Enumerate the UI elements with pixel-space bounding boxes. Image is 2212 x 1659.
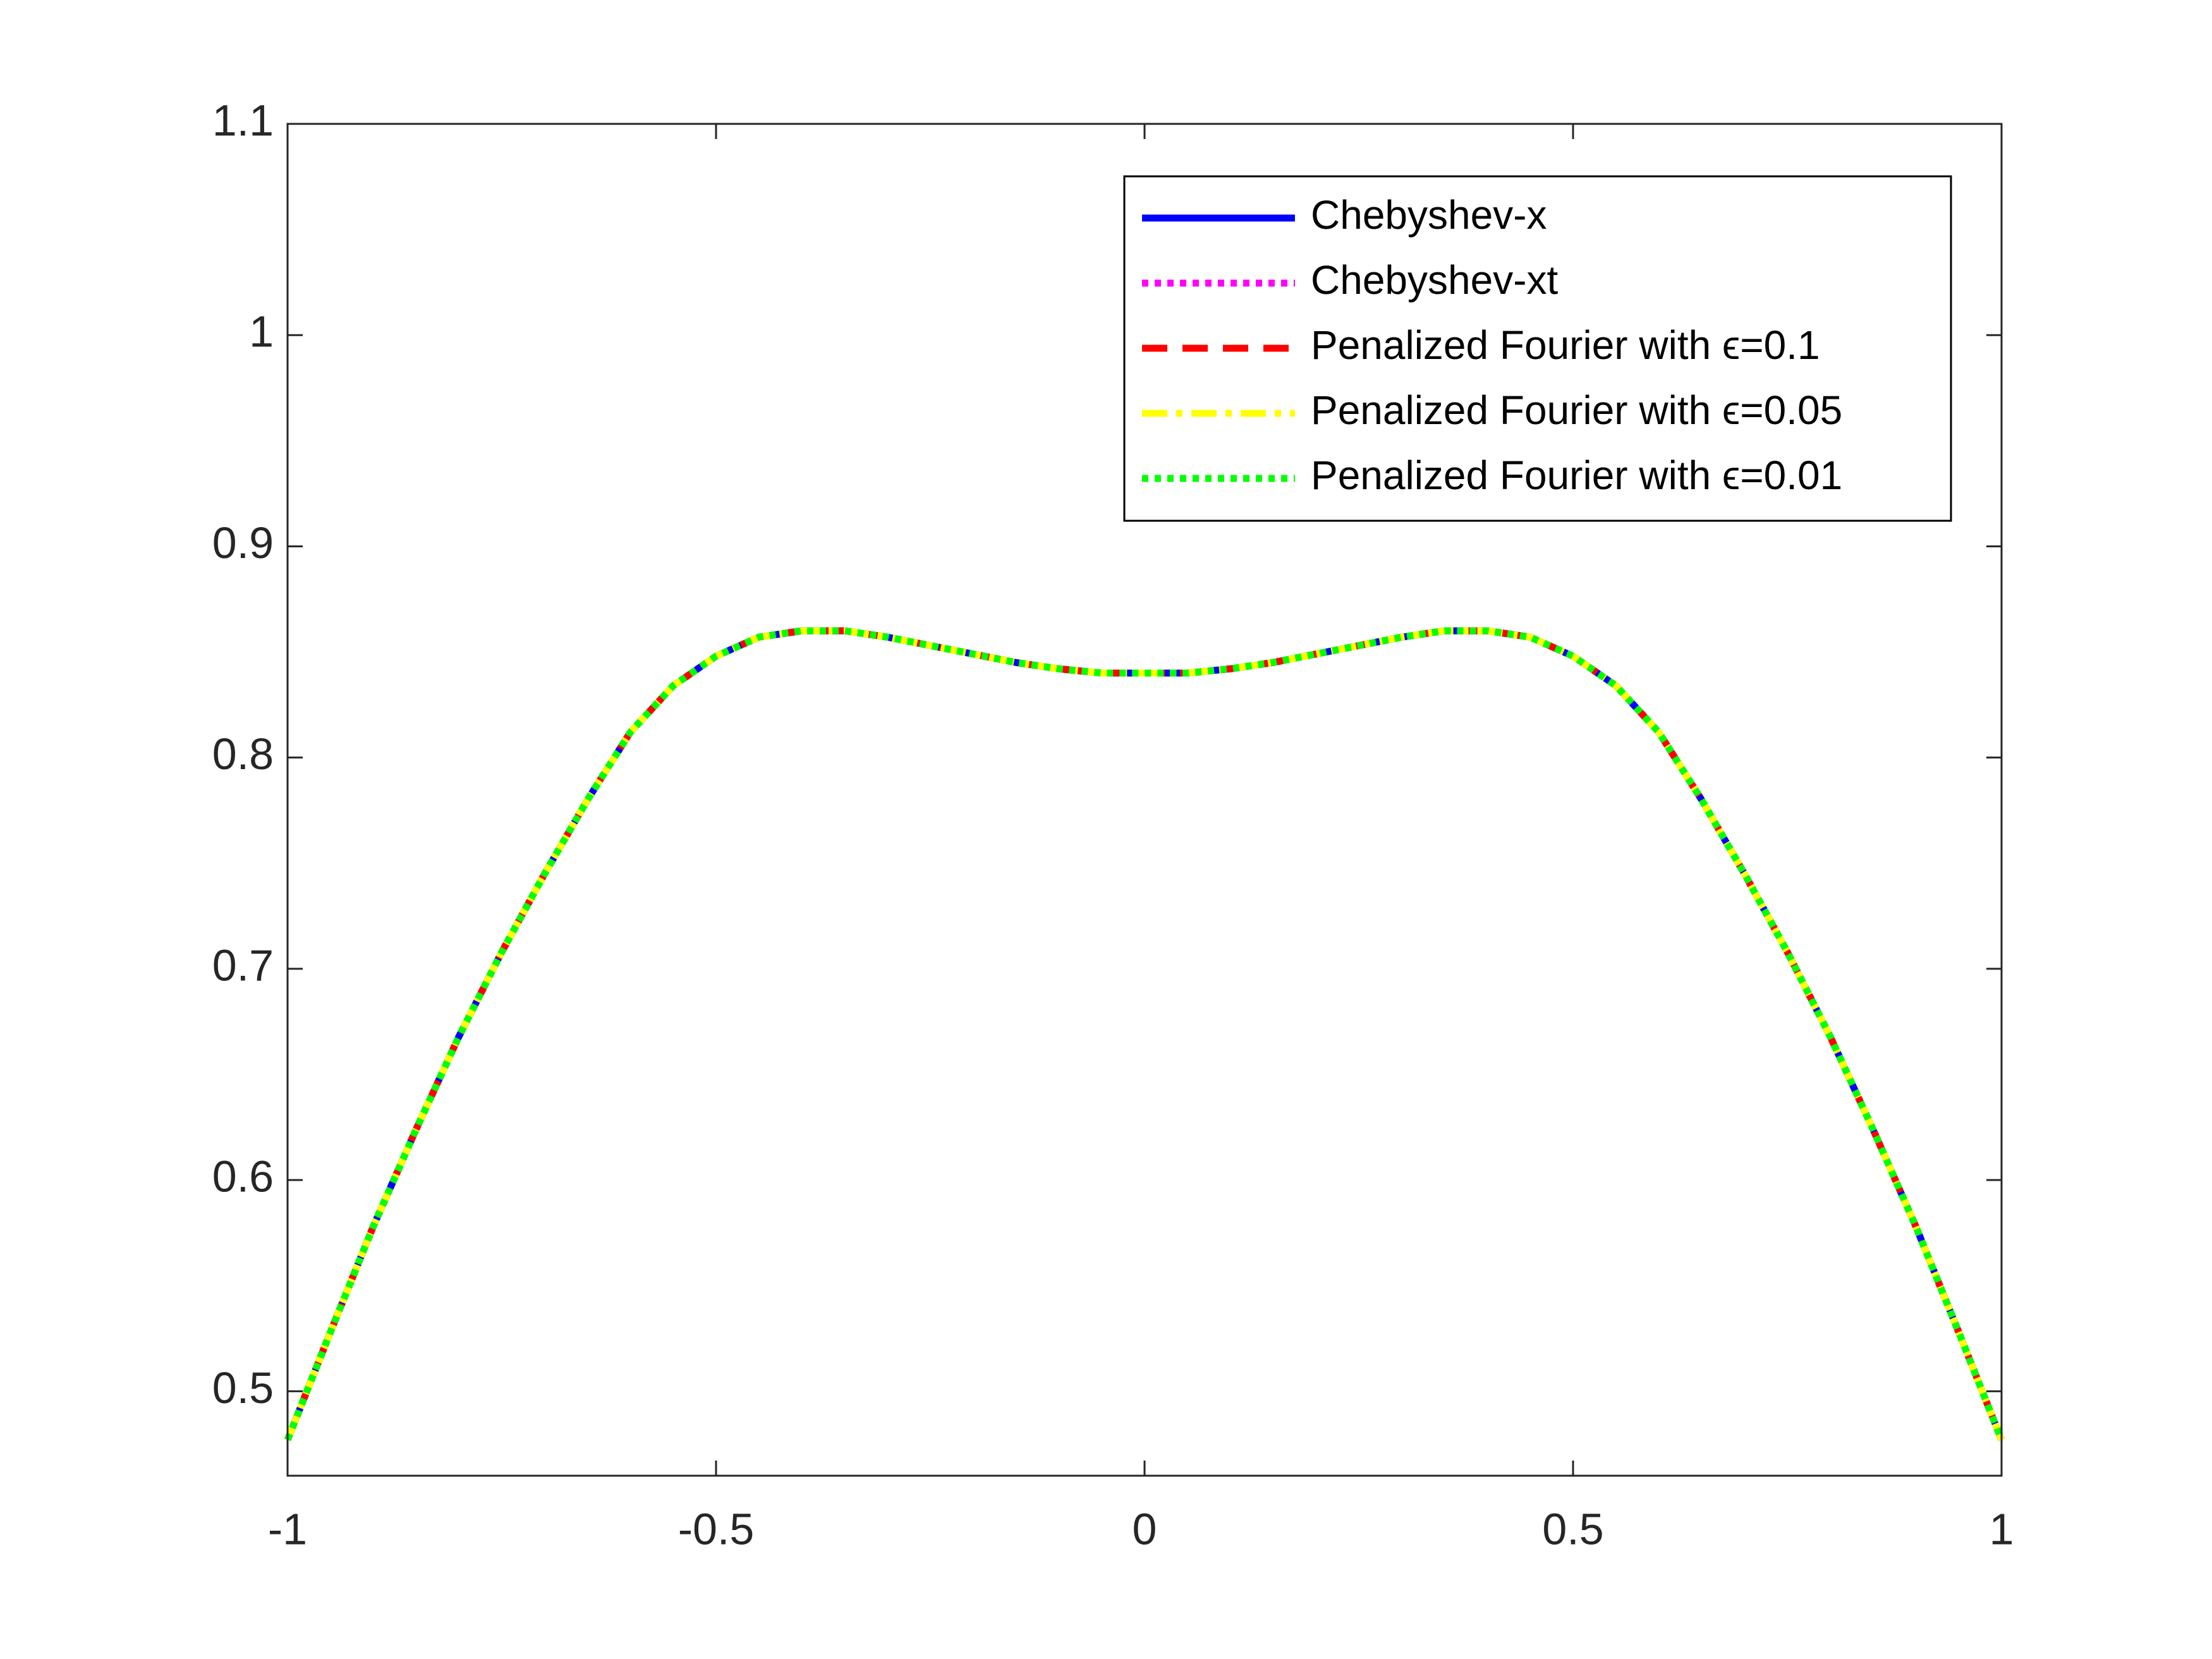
- series-line: [284, 627, 2005, 1442]
- y-tick-label: 1.1: [212, 95, 274, 145]
- legend-label: Penalized Fourier with ϵ=0.05: [1311, 387, 1842, 433]
- y-tick-label: 1: [249, 307, 274, 356]
- y-tick-label: 0.7: [212, 940, 274, 990]
- series-line: [284, 627, 2005, 1442]
- legend-label: Penalized Fourier with ϵ=0.01: [1311, 453, 1842, 498]
- plot-frame: [286, 123, 2003, 1477]
- y-tick-label: 0.5: [212, 1363, 274, 1413]
- legend-box: [1123, 175, 1952, 522]
- x-tick-label: 1: [1990, 1504, 2014, 1553]
- x-tick-label: -0.5: [678, 1504, 755, 1553]
- y-tick-label: 0.6: [212, 1152, 274, 1201]
- x-tick-label: 0.5: [1542, 1504, 1603, 1553]
- legend-label: Penalized Fourier with ϵ=0.1: [1311, 322, 1820, 368]
- series-line: [284, 627, 2005, 1442]
- x-tick-label: -1: [268, 1504, 307, 1553]
- y-tick-label: 0.9: [212, 518, 274, 568]
- series-line: [284, 627, 2005, 1442]
- x-tick-label: 0: [1133, 1504, 1157, 1553]
- series-line: [284, 627, 2005, 1442]
- y-tick-label: 0.8: [212, 729, 274, 779]
- legend: Chebyshev-x Chebyshev-xt Penalized Fourier…: [1123, 175, 1952, 522]
- legend-label: Chebyshev-x: [1311, 192, 1547, 238]
- legend-label: Chebyshev-xt: [1311, 257, 1559, 303]
